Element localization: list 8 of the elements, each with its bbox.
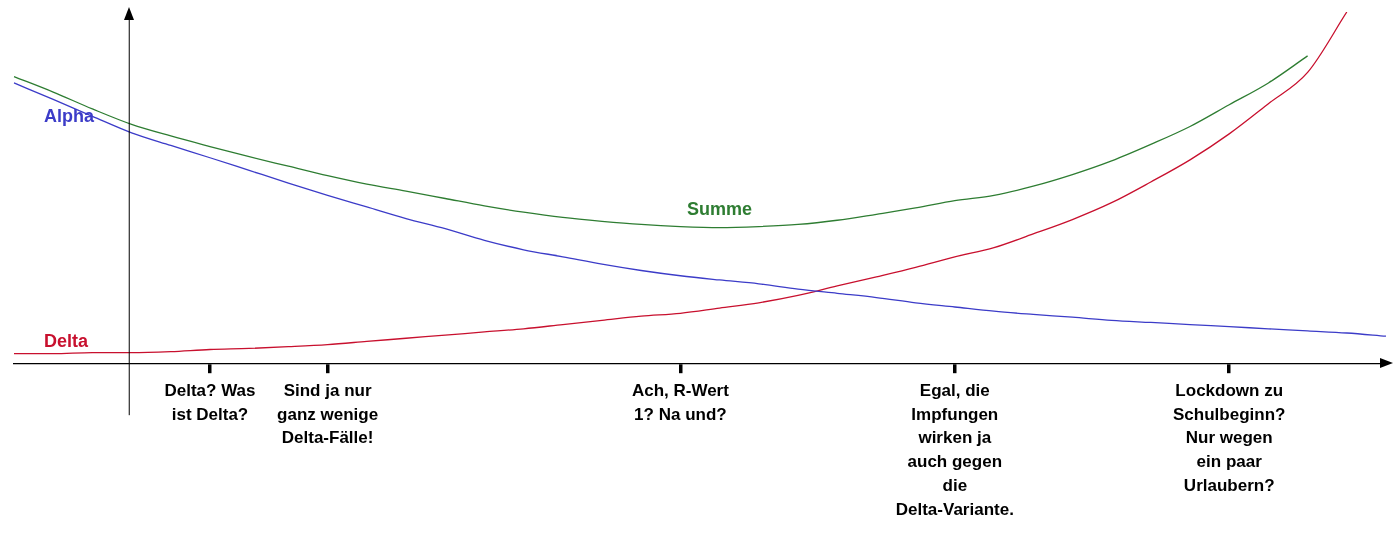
x-tick-label: Lockdown zu Schulbeginn? Nur wegen ein paar Urlaubern? — [1173, 380, 1286, 495]
series-label: Summe — [687, 198, 753, 219]
series-label: Delta — [44, 330, 89, 351]
x-tick-label: Ach, R-Wert 1? Na und? — [631, 380, 730, 424]
series-label: Alpha — [44, 106, 95, 127]
x-tick-label: Egal, die Impfungen wirken ja auch gegen die Delta-Variante. — [895, 380, 1014, 519]
x-tick-label: Sind ja nur ganz wenige Delta-Fälle! — [277, 380, 379, 448]
x-tick-label: Delta? Was ist Delta? — [164, 380, 256, 424]
